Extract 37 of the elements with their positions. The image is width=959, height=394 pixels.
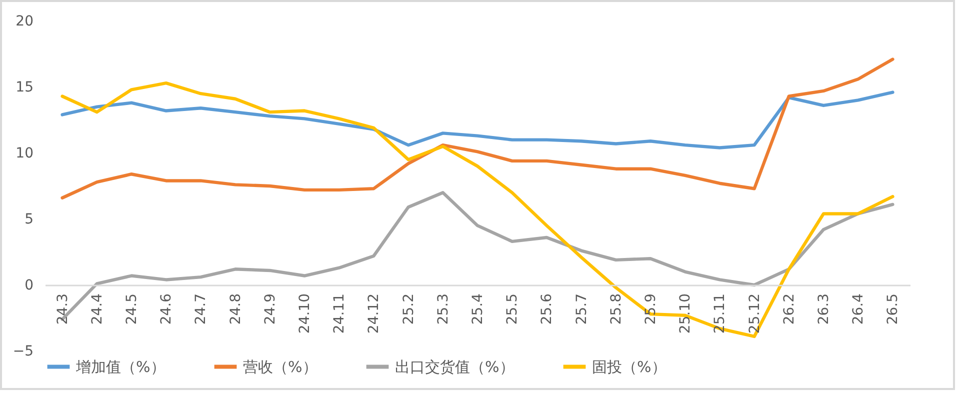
legend-label: 固投（%）: [592, 358, 666, 376]
x-tick-label: 24.4: [89, 293, 106, 325]
x-tick-label: 25.12: [746, 294, 763, 334]
x-tick-label: 25.6: [539, 293, 556, 325]
x-tick-label: 24.8: [228, 294, 244, 325]
y-tick-label: 20: [16, 14, 34, 30]
y-tick-label: 15: [16, 80, 34, 96]
x-tick-label: 26.4: [850, 293, 867, 325]
legend-label: 增加值（%）: [75, 358, 166, 376]
x-tick-label: 24.3: [54, 294, 71, 325]
x-tick-label: 25.4: [470, 293, 486, 325]
x-tick-label: 25.5: [504, 294, 521, 325]
x-tick-label: 24.11: [332, 294, 348, 334]
x-tick-label: 26.3: [816, 294, 832, 325]
y-tick-label: 10: [16, 146, 34, 162]
legend-label: 营收（%）: [243, 358, 318, 376]
x-tick-label: 25.10: [678, 294, 694, 334]
x-tick-label: 25.9: [643, 294, 659, 325]
x-tick-label: 24.9: [262, 294, 278, 325]
x-tick-label: 25.7: [574, 294, 590, 325]
y-tick-label: −5: [12, 344, 34, 360]
x-tick-label: 24.6: [158, 293, 175, 325]
y-tick-label: 0: [24, 278, 34, 294]
x-tick-label: 24.5: [124, 294, 140, 325]
x-tick-label: 25.11: [712, 294, 728, 334]
x-tick-label: 24.10: [297, 294, 313, 334]
y-tick-label: 5: [24, 212, 34, 228]
x-tick-label: 24.7: [193, 294, 210, 325]
x-tick-label: 24.12: [366, 294, 382, 334]
x-tick-label: 25.3: [435, 294, 452, 325]
x-tick-label: 26.2: [781, 294, 798, 325]
legend-label: 出口交货值（%）: [395, 358, 514, 376]
line-series: [60, 58, 894, 200]
x-tick-label: 25.2: [400, 294, 417, 325]
x-tick-label: 25.8: [608, 294, 624, 325]
line-series: [60, 90, 894, 150]
x-tick-label: 26.5: [885, 294, 902, 325]
